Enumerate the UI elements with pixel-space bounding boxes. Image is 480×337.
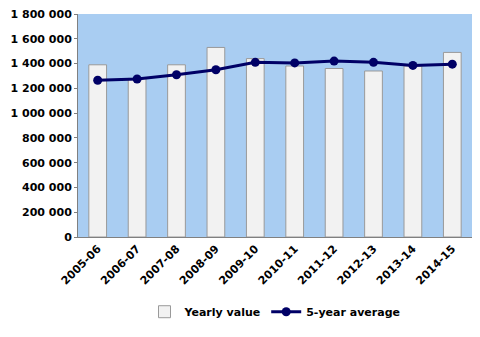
svg-text:0: 0 <box>64 231 72 244</box>
svg-text:2012-13: 2012-13 <box>335 243 380 288</box>
svg-text:2005-06: 2005-06 <box>59 242 104 287</box>
svg-text:1 400 000: 1 400 000 <box>11 57 73 70</box>
svg-text:200 000: 200 000 <box>22 206 72 219</box>
svg-text:Yearly value: Yearly value <box>184 306 261 319</box>
svg-text:2008-09: 2008-09 <box>177 243 222 288</box>
svg-text:2010-11: 2010-11 <box>256 243 301 288</box>
svg-text:2014-15: 2014-15 <box>413 243 458 288</box>
svg-text:2006-07: 2006-07 <box>98 243 143 288</box>
svg-text:1 000 000: 1 000 000 <box>11 107 73 120</box>
svg-text:800 000: 800 000 <box>22 132 72 145</box>
svg-text:1 200 000: 1 200 000 <box>11 82 73 95</box>
svg-text:2009-10: 2009-10 <box>216 242 261 287</box>
svg-text:1 600 000: 1 600 000 <box>11 33 73 46</box>
svg-text:2013-14: 2013-14 <box>374 242 419 287</box>
svg-text:5-year average: 5-year average <box>306 306 400 319</box>
svg-text:2011-12: 2011-12 <box>295 243 340 288</box>
svg-text:2007-08: 2007-08 <box>138 243 183 288</box>
svg-text:400 000: 400 000 <box>22 181 72 194</box>
svg-text:1 800 000: 1 800 000 <box>11 8 73 21</box>
svg-text:600 000: 600 000 <box>22 157 72 170</box>
